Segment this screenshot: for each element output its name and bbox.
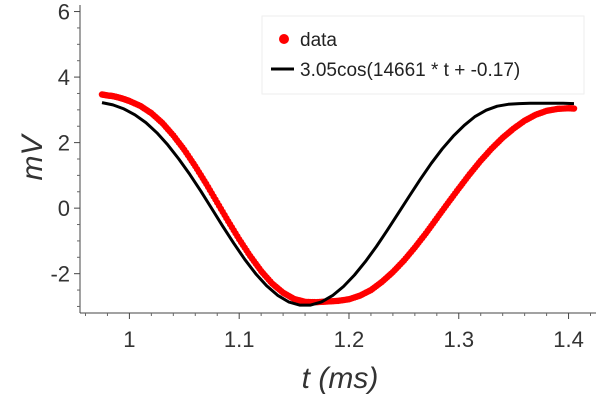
x-tick-label: 1.2 bbox=[334, 327, 365, 352]
y-tick-label: 6 bbox=[58, 0, 70, 25]
data-point bbox=[570, 105, 578, 112]
y-tick-label: 4 bbox=[58, 65, 70, 90]
x-tick-label: 1.3 bbox=[443, 327, 474, 352]
data-series bbox=[98, 91, 578, 306]
x-tick-label: 1.1 bbox=[224, 327, 255, 352]
y-tick-label: -2 bbox=[50, 262, 70, 287]
legend-data-label: data bbox=[300, 30, 337, 51]
legend-box bbox=[261, 15, 585, 95]
y-axis-title: mV bbox=[16, 133, 49, 181]
fit-series bbox=[101, 101, 575, 307]
y-tick-label: 0 bbox=[58, 196, 70, 221]
legend-fit-label: 3.05cos(14661 * t + -0.17) bbox=[300, 60, 520, 81]
x-tick-label: 1 bbox=[123, 327, 135, 352]
fit-line bbox=[101, 101, 575, 307]
x-axis-title: t (ms) bbox=[302, 362, 379, 395]
legend-data-marker bbox=[279, 34, 289, 44]
x-tick-label: 1.4 bbox=[553, 327, 584, 352]
tick-labels: -2 0 2 4 6 1 1.1 1.2 1.3 1.4 bbox=[50, 0, 583, 352]
y-tick-label: 2 bbox=[58, 131, 70, 156]
legend: data 3.05cos(14661 * t + -0.17) bbox=[261, 15, 585, 95]
axis-ticks bbox=[74, 11, 592, 319]
